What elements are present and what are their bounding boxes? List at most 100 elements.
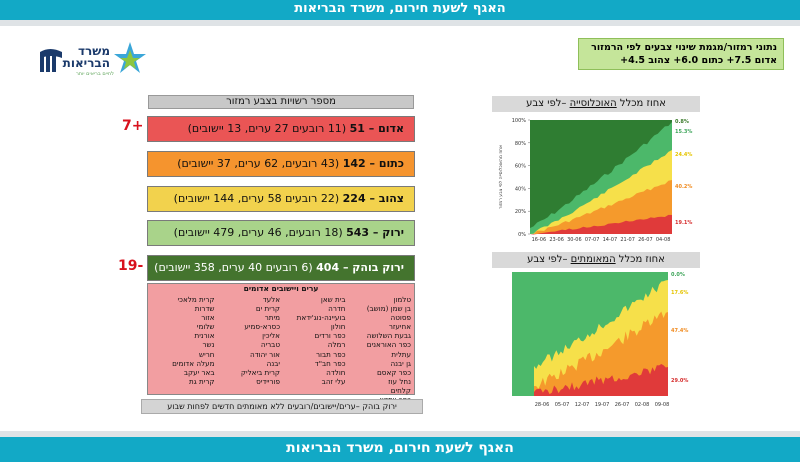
red-city-name: אורנית <box>194 331 215 341</box>
population-share-chart: 0% 20% 40% 60% 80% 100% 16-06 23-06 30-06 07-07 14… <box>499 118 692 243</box>
red-city-name: באר יעקב <box>183 367 215 377</box>
x-tick-label: 07-07 <box>585 237 600 243</box>
red-city-name: בית שאן <box>320 295 346 304</box>
red-city-name: חריש <box>199 349 215 359</box>
footer-divider <box>0 431 800 437</box>
count-detail: (22 רובעים 58 ערים, 144 יישובים) <box>173 192 343 205</box>
red-city-name: גבעת השלושה <box>366 331 411 341</box>
counts-header: מספר רשויות בצבע רמזור <box>148 95 414 109</box>
count-label: כתום – 142 <box>342 157 404 170</box>
red-city-name: אור יהודה <box>250 349 280 359</box>
red-city-name: כסרא-סמיע <box>244 322 280 332</box>
chart2-title-underlined: המאומתים <box>570 254 616 265</box>
red-city-name: כפר האוראנים <box>366 340 411 350</box>
red-city-name: שלומי <box>196 322 215 332</box>
red-city-name: מעלה אדומים <box>172 358 215 368</box>
end-value-label: 0.8% <box>675 119 689 125</box>
end-value-label: 19.1% <box>675 220 692 226</box>
y-tick-label: 0% <box>518 232 526 238</box>
chart1-title-post: –לפי צבע <box>526 98 570 109</box>
y-tick-label: 80% <box>515 141 526 147</box>
count-row-dark-green: ירוק בוהק – 404 (6 רובעים 40 ערים, 358 י… <box>147 255 415 281</box>
red-city-name: כפר תבור <box>315 349 346 359</box>
chart2-title: אחוז מכלל המאומתים –לפי צבע <box>492 252 700 268</box>
bottom-footer-bar: האגף לשעת חירום, משרד הבריאות <box>0 437 800 462</box>
logo-name: משרד הבריאות <box>62 44 110 70</box>
end-value-label: 15.3% <box>675 129 692 135</box>
x-tick-label: 05-07 <box>555 402 570 408</box>
star-icon <box>114 42 146 73</box>
red-city-name: קלחים <box>390 385 411 395</box>
x-tick-label: 12-07 <box>575 402 590 408</box>
red-city-name: מיתר <box>264 313 280 323</box>
y-tick-label: 40% <box>515 186 526 192</box>
red-cities-column: בית שאן חדרה בועיינה-נוג'ידאת חולון כפר ורדי… <box>282 295 348 404</box>
info-box: נתוני רמזור/מגמת שינוי צבעים לפי הרמזור … <box>578 38 784 70</box>
count-row-yellow: צהוב – 224 (22 רובעים 58 ערים, 144 יישוב… <box>147 186 415 212</box>
count-detail: (6 רובעים 40 ערים, 358 יישובים) <box>154 261 317 274</box>
red-city-name: חולון <box>330 322 346 332</box>
red-city-name: יבנה <box>266 358 280 368</box>
red-city-name: כפר קאסם <box>377 367 411 377</box>
red-city-name: אזור <box>201 313 215 323</box>
x-tick-label: 28-06 <box>535 402 550 408</box>
x-tick-label: 19-07 <box>595 402 610 408</box>
info-line-2: אדום 7.5+ כתום 6.0+ צהוב 4.5+ <box>620 55 777 66</box>
red-city-name: אלעד <box>262 295 280 304</box>
chart2-title-pre: אחוז מכלל <box>615 254 665 265</box>
chart1-title-underlined: האוכלוסייה <box>569 98 617 109</box>
y-tick-label: 100% <box>512 118 527 124</box>
red-city-name: טלמון <box>393 295 411 304</box>
red-cities-title: ערים ויישובים אדומים <box>243 284 319 293</box>
x-tick-label: 09-08 <box>655 402 670 408</box>
count-detail: (11 רובעים 27 ערים, 13 יישובים) <box>187 122 350 135</box>
end-value-label: 29.0% <box>671 378 688 384</box>
delta-red: 7+ <box>122 118 144 134</box>
confirmed-share-chart: 28-06 05-07 12-07 19-07 26-07 02-08 09-08 0.0% 1… <box>512 272 688 408</box>
chart1-title: אחוז מכלל האוכלוסייה –לפי צבע <box>492 96 700 112</box>
count-row-red: אדום – 51 (11 רובעים 27 ערים, 13 יישובים… <box>147 116 415 142</box>
ministry-emblem-icon <box>40 49 62 72</box>
x-tick-label: 16-06 <box>532 237 547 243</box>
header-divider <box>0 20 800 26</box>
red-city-name: בועיינה-נוג'ידאת <box>296 313 346 323</box>
count-detail: (18 רובעים, 46 ערים, 479 יישובים) <box>173 226 347 239</box>
red-city-name: כפר חב"ד <box>314 358 346 368</box>
red-city-name: חולדה <box>326 367 346 377</box>
x-tick-label: 21-07 <box>620 237 635 243</box>
red-cities-grid: טלמון בן שמן (מושב) פסוטה אחיעזר גבעת השלושה… <box>151 295 413 404</box>
red-city-name: בן שמן (מושב) <box>366 304 411 314</box>
red-city-name: גן יבנה <box>390 358 411 368</box>
y-tick-label: 60% <box>515 164 526 170</box>
red-city-name: נחל עוז <box>388 376 411 386</box>
count-row-green: ירוק – 543 (18 רובעים, 46 ערים, 479 יישו… <box>147 220 415 246</box>
y-axis-label: אחוז מהאוכלוסייה לפי צבע רמזור <box>499 145 504 209</box>
red-city-name: קרית ים <box>255 304 280 314</box>
end-value-label: 24.4% <box>675 152 692 158</box>
end-value-label: 0.0% <box>671 272 685 278</box>
x-tick-label: 26-07 <box>615 402 630 408</box>
red-city-name: קרית ביאליק <box>240 367 280 377</box>
chart1-title-pre: אחוז מכלל <box>616 98 666 109</box>
logo-tagline: לחיים בריאים יותר <box>75 71 114 77</box>
x-tick-label: 26-07 <box>638 237 653 243</box>
x-tick-label: 30-06 <box>567 237 582 243</box>
chart2-title-post: –לפי צבע <box>527 254 571 265</box>
red-cities-column: אלעד קרית ים מיתר כסרא-סמיע אליכין טבריה אור י… <box>217 295 283 404</box>
count-label: ירוק בוהק – 404 <box>316 261 404 274</box>
red-city-name: רמלה <box>327 340 346 350</box>
red-city-name: חדרה <box>328 304 346 314</box>
count-row-orange: כתום – 142 (43 רובעים, 62 ערים, 37 יישוב… <box>147 151 415 177</box>
red-city-name: קרית מלאכי <box>177 295 215 304</box>
ministry-logo: משרד הבריאות לחיים בריאים יותר <box>38 42 156 80</box>
red-city-name: כפר ורדים <box>314 331 346 341</box>
red-city-name: פסוטה <box>390 313 411 323</box>
end-value-label: 47.4% <box>671 328 688 334</box>
info-line-1: נתוני רמזור/מגמת שינוי צבעים לפי הרמזור <box>591 42 777 53</box>
x-tick-label: 14-07 <box>603 237 618 243</box>
x-tick-label: 23-06 <box>549 237 564 243</box>
footnote: ירוק בוהק –ערים/יישובים/רובעים ללא מאומת… <box>141 399 423 414</box>
area-red <box>534 364 668 396</box>
top-header-bar: האגף לשעת חירום, משרד הבריאות <box>0 0 800 20</box>
red-city-name: שדרות <box>194 304 215 314</box>
